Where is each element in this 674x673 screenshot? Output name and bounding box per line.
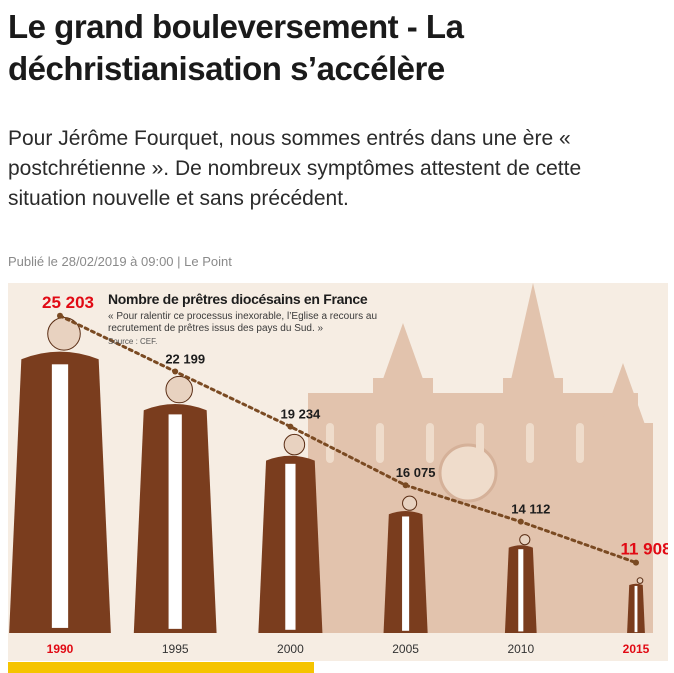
data-point — [287, 423, 294, 430]
x-tick-label: 2010 — [507, 642, 534, 656]
x-tick-label: 2005 — [392, 642, 419, 656]
chart-marks: 25 203 1990 22 199 1995 19 234 2000 16 075 2005… — [42, 293, 668, 656]
cathedral-pinnacle — [598, 363, 648, 433]
priest-figure — [133, 375, 217, 633]
data-point — [57, 312, 63, 319]
chart-source: Source : CEF. — [108, 337, 158, 346]
cathedral-window — [476, 423, 484, 463]
ground — [8, 633, 668, 661]
data-point — [402, 482, 409, 489]
priest-head — [402, 495, 418, 511]
priest-head — [165, 375, 193, 404]
priest-stole — [634, 585, 638, 633]
data-label: 25 203 — [42, 293, 94, 312]
cathedral-side-tower — [593, 423, 653, 643]
priests-chart: 25 203 1990 22 199 1995 19 234 2000 16 075 2005… — [8, 283, 668, 661]
subscription-promo-bar[interactable] — [8, 662, 314, 673]
priest-head — [636, 577, 644, 584]
rose-window — [438, 443, 498, 503]
priest-stole — [285, 463, 296, 630]
priest-stole — [518, 549, 524, 632]
cathedral-window — [526, 423, 534, 463]
data-label: 16 075 — [396, 465, 436, 480]
chart-subtitle: « Pour ralentir ce processus inexorable,… — [108, 311, 378, 334]
x-tick-label: 2000 — [277, 642, 304, 656]
chart-title: Nombre de prêtres diocésains en France — [108, 291, 368, 307]
priest-stole — [402, 516, 410, 631]
data-label: 11 908 — [620, 540, 668, 559]
cathedral-window — [376, 423, 384, 463]
priest-figure — [627, 577, 645, 633]
data-label: 22 199 — [165, 352, 205, 367]
cathedral-nave — [308, 393, 638, 643]
x-tick-label: 2015 — [623, 642, 650, 656]
data-point — [633, 559, 639, 566]
priest-figure — [383, 495, 428, 633]
cathedral-spire-left — [378, 323, 428, 393]
cathedral-illustration — [8, 283, 668, 661]
priest-head — [519, 534, 531, 546]
priest-figure — [504, 534, 537, 633]
x-tick-label: 1995 — [162, 642, 189, 656]
data-label: 14 112 — [511, 502, 550, 517]
data-point — [172, 368, 179, 375]
priest-head — [283, 433, 306, 456]
article-lede: Pour Jérôme Fourquet, nous sommes entrés… — [8, 127, 582, 210]
cathedral-window — [426, 423, 434, 463]
x-tick-label: 1990 — [47, 642, 74, 656]
cathedral-spire-right — [508, 283, 558, 393]
priests-infographic: 25 203 1990 22 199 1995 19 234 2000 16 075 2005… — [8, 283, 668, 661]
cathedral-window — [326, 423, 334, 463]
cathedral-window — [576, 423, 584, 463]
article-byline: Publié le 28/02/2019 à 09:00 | Le Point — [8, 254, 232, 269]
trend-line — [58, 314, 638, 565]
article-title: Le grand bouleversement - La déchristian… — [8, 8, 464, 87]
priest-figure — [9, 317, 111, 633]
trend-line — [58, 314, 638, 565]
priest-stole — [51, 364, 69, 628]
data-label: 19 234 — [281, 407, 322, 422]
priest-figure — [258, 433, 323, 633]
priest-figures — [9, 317, 645, 633]
data-point — [517, 518, 524, 525]
priest-stole — [168, 414, 182, 629]
